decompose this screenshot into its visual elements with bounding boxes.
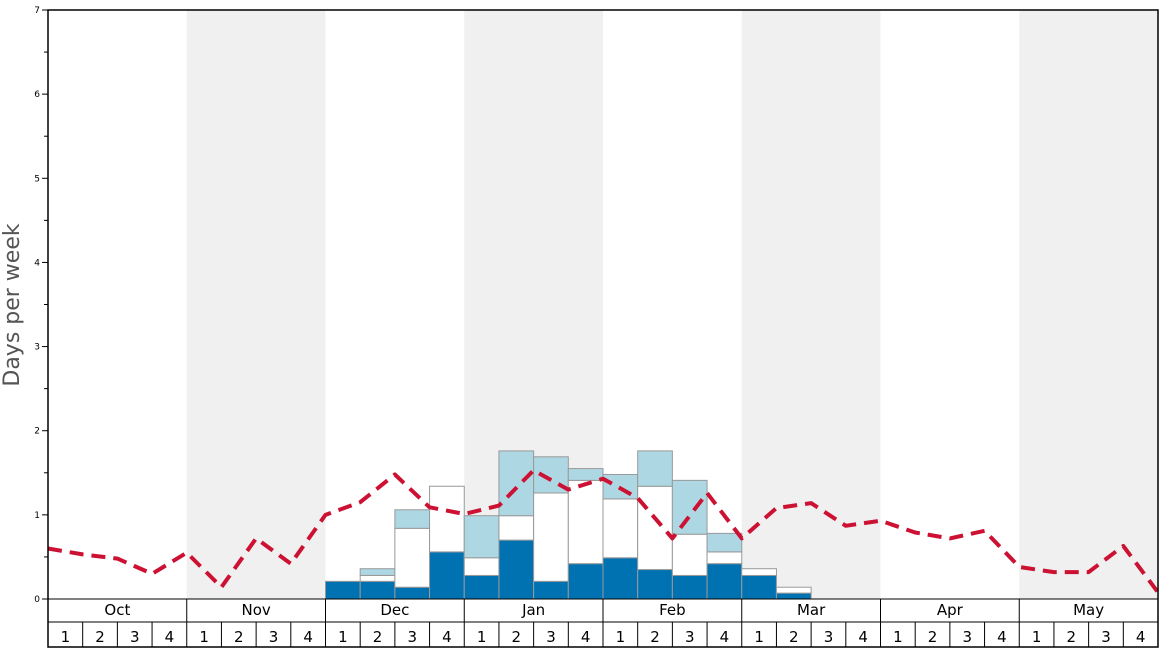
dashed-line-series <box>47 468 1160 594</box>
bar-white-feb-w1 <box>602 498 639 559</box>
week-label: 3 <box>685 628 695 646</box>
week-label: 4 <box>997 628 1007 646</box>
week-label: 3 <box>130 628 140 646</box>
week-label: 4 <box>720 628 730 646</box>
week-label: 3 <box>407 628 417 646</box>
month-label-mar: Mar <box>797 601 826 619</box>
bar-white-dec-w4 <box>429 485 465 553</box>
bar-dark-jan-w1 <box>463 574 500 600</box>
month-label-jan: Jan <box>521 601 545 619</box>
month-shade-mar <box>741 10 881 599</box>
week-label: 1 <box>616 628 626 646</box>
bar-light-dec-w3 <box>394 509 431 529</box>
bar-white-jan-w4 <box>567 479 604 565</box>
y-tick-label: 1 <box>34 511 40 521</box>
month-label-nov: Nov <box>241 601 270 619</box>
y-tick-label: 3 <box>34 343 40 353</box>
bar-white-jan-w1 <box>463 557 500 576</box>
bar-white-feb-w2 <box>637 485 673 571</box>
bar-light-dec-w2 <box>359 568 396 576</box>
bar-white-dec-w2 <box>359 574 396 582</box>
bar-light-jan-w4 <box>567 468 604 481</box>
bar-light-feb-w2 <box>637 450 673 487</box>
bar-dark-mar-w2 <box>775 592 812 600</box>
week-label: 2 <box>373 628 383 646</box>
bar-dark-feb-w3 <box>671 574 708 600</box>
bar-dark-jan-w2 <box>498 539 535 600</box>
week-label: 1 <box>199 628 209 646</box>
week-label: 3 <box>546 628 556 646</box>
stacked-bars <box>325 450 812 600</box>
y-tick-label: 0 <box>34 595 40 605</box>
week-label: 2 <box>928 628 938 646</box>
week-label: 1 <box>754 628 764 646</box>
bar-dark-dec-w2 <box>359 580 396 600</box>
month-shading <box>186 10 1158 599</box>
dashed-line <box>47 468 1160 594</box>
bar-dark-jan-w4 <box>567 563 604 600</box>
month-label-may: May <box>1073 601 1104 619</box>
week-label: 2 <box>95 628 105 646</box>
bar-light-feb-w4 <box>706 532 743 553</box>
x-axis: Oct 1 2 3 4 Nov 1 2 3 4 Dec 1 2 3 4 Jan 1 2 3 4 Feb 1 2 3 4 Mar 1 2… <box>61 599 1146 647</box>
week-label: 4 <box>581 628 591 646</box>
week-label: 1 <box>61 628 71 646</box>
week-label: 4 <box>1136 628 1146 646</box>
bar-white-mar-w2 <box>775 586 812 594</box>
week-label: 2 <box>789 628 799 646</box>
month-label-feb: Feb <box>659 601 686 619</box>
bar-light-jan-w1 <box>463 515 500 559</box>
y-tick-label: 6 <box>34 90 40 100</box>
month-shade-nov <box>186 10 326 599</box>
bar-white-feb-w4 <box>706 551 743 565</box>
y-tick-label: 2 <box>34 427 40 437</box>
week-label: 4 <box>165 628 175 646</box>
week-label: 1 <box>477 628 487 646</box>
bar-dark-dec-w1 <box>325 580 361 600</box>
bar-light-feb-w3 <box>671 479 708 535</box>
week-label: 4 <box>858 628 868 646</box>
bar-light-jan-w2 <box>498 450 535 517</box>
week-label: 3 <box>962 628 972 646</box>
month-shade-may <box>1019 10 1158 599</box>
bar-dark-dec-w4 <box>429 551 465 600</box>
week-label: 3 <box>1101 628 1111 646</box>
week-label: 1 <box>1032 628 1042 646</box>
week-label: 3 <box>269 628 279 646</box>
bar-dark-jan-w3 <box>533 580 569 600</box>
bar-dark-dec-w3 <box>394 586 431 600</box>
week-label: 2 <box>234 628 244 646</box>
bar-white-mar-w1 <box>741 568 777 576</box>
y-tick-label: 7 <box>34 6 40 16</box>
bar-white-jan-w2 <box>498 515 535 541</box>
month-label-dec: Dec <box>380 601 409 619</box>
y-axis-title: Days per week <box>0 223 25 386</box>
week-label: 3 <box>824 628 834 646</box>
month-label-apr: Apr <box>937 601 964 619</box>
week-label: 2 <box>1067 628 1077 646</box>
week-label: 1 <box>338 628 348 646</box>
week-label: 1 <box>893 628 903 646</box>
week-label: 2 <box>650 628 660 646</box>
bar-white-jan-w3 <box>533 492 569 582</box>
bar-white-dec-w3 <box>394 527 431 588</box>
y-tick-label: 4 <box>34 258 40 268</box>
bar-white-feb-w3 <box>671 533 708 576</box>
week-label: 4 <box>303 628 313 646</box>
y-axis-ticks: 0 1 2 3 4 5 6 7 <box>34 6 48 605</box>
bar-dark-feb-w1 <box>602 557 639 600</box>
bar-dark-mar-w1 <box>741 574 777 600</box>
bar-dark-feb-w4 <box>706 563 743 600</box>
week-label: 4 <box>442 628 452 646</box>
y-tick-label: 5 <box>34 174 40 184</box>
month-label-oct: Oct <box>104 601 130 619</box>
week-label: 2 <box>512 628 522 646</box>
bar-dark-feb-w2 <box>637 569 673 600</box>
